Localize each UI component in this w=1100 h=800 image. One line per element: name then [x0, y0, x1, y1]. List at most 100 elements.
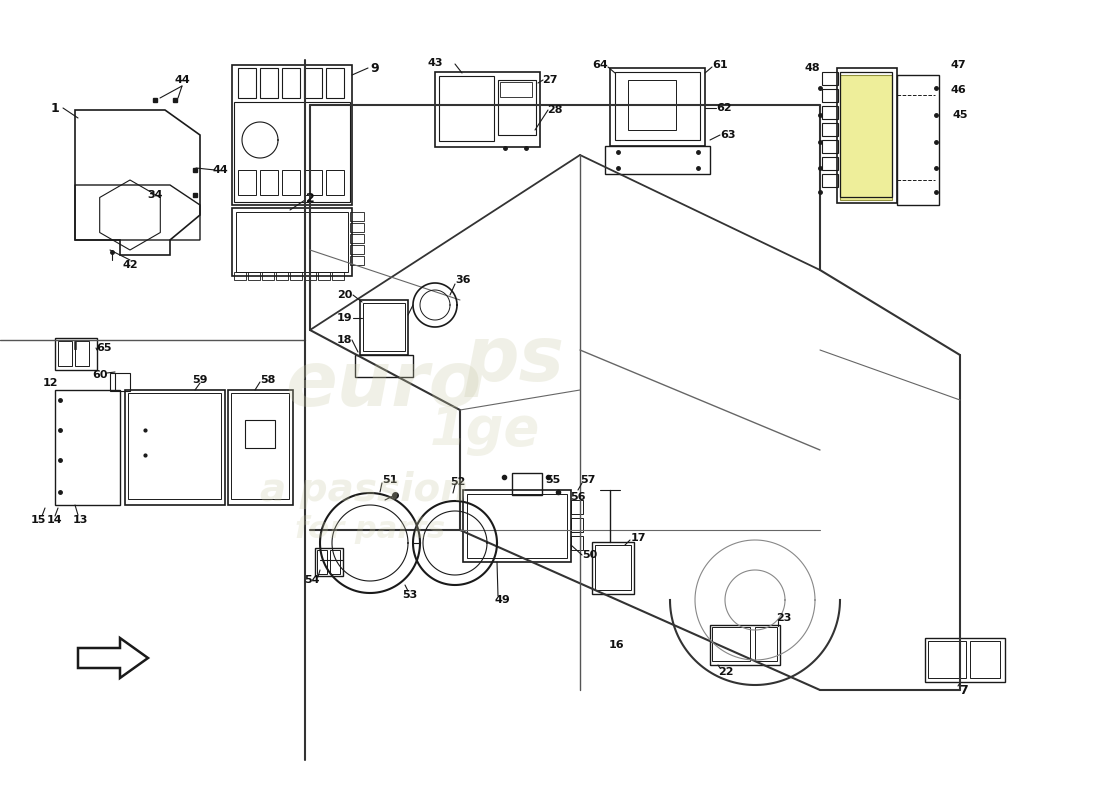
Bar: [595, 545, 631, 590]
Bar: [710, 625, 780, 665]
Bar: [232, 208, 352, 276]
Text: 59: 59: [192, 375, 208, 385]
Text: 53: 53: [403, 590, 418, 600]
Bar: [236, 212, 348, 272]
Polygon shape: [78, 638, 148, 678]
Bar: [315, 548, 343, 576]
Bar: [248, 272, 260, 280]
Bar: [822, 106, 838, 119]
Text: 57: 57: [581, 475, 596, 485]
Text: 7: 7: [959, 683, 968, 697]
Bar: [55, 338, 97, 370]
Text: a passion: a passion: [260, 471, 468, 509]
Bar: [290, 272, 303, 280]
Bar: [282, 68, 300, 98]
Text: 65: 65: [97, 343, 112, 353]
Bar: [245, 420, 275, 448]
Bar: [970, 641, 1000, 678]
Text: 64: 64: [592, 60, 608, 70]
Text: 52: 52: [450, 477, 465, 487]
Bar: [610, 68, 705, 146]
Bar: [318, 272, 330, 280]
Bar: [822, 89, 838, 102]
Bar: [304, 170, 322, 195]
Bar: [125, 390, 226, 505]
Bar: [350, 256, 364, 265]
Text: 22: 22: [718, 667, 734, 677]
Bar: [822, 123, 838, 136]
Bar: [228, 390, 293, 505]
Bar: [238, 68, 256, 98]
Text: 50: 50: [582, 550, 597, 560]
Bar: [822, 174, 838, 187]
Bar: [317, 550, 327, 574]
Bar: [350, 223, 364, 232]
Bar: [326, 68, 344, 98]
Text: 60: 60: [92, 370, 108, 380]
Bar: [55, 390, 120, 505]
Bar: [260, 68, 278, 98]
Bar: [571, 518, 583, 532]
Text: 9: 9: [371, 62, 380, 74]
Bar: [925, 638, 1005, 682]
Bar: [571, 500, 583, 514]
Bar: [615, 72, 700, 140]
Bar: [363, 303, 405, 351]
Text: 44: 44: [174, 75, 190, 85]
Text: 51: 51: [383, 475, 398, 485]
Bar: [360, 300, 408, 355]
Bar: [58, 341, 72, 366]
Bar: [350, 212, 364, 221]
Bar: [232, 65, 352, 205]
Text: 45: 45: [953, 110, 968, 120]
Bar: [822, 140, 838, 153]
Text: 43: 43: [427, 58, 442, 68]
Bar: [468, 494, 566, 558]
Text: 47: 47: [950, 60, 966, 70]
Bar: [282, 170, 300, 195]
Bar: [712, 627, 750, 661]
Text: 58: 58: [261, 375, 276, 385]
Bar: [605, 146, 710, 174]
Text: 13: 13: [73, 515, 88, 525]
Bar: [840, 72, 892, 197]
Bar: [350, 245, 364, 254]
Bar: [128, 393, 221, 499]
Bar: [498, 80, 536, 135]
Text: 54: 54: [305, 575, 320, 585]
Text: 15: 15: [31, 515, 46, 525]
Text: 23: 23: [777, 613, 792, 623]
Text: 44: 44: [212, 165, 228, 175]
Bar: [434, 72, 540, 147]
Text: 36: 36: [455, 275, 471, 285]
Text: 28: 28: [548, 105, 563, 115]
Text: for parts: for parts: [295, 515, 446, 545]
Bar: [837, 68, 896, 203]
Bar: [822, 157, 838, 170]
Text: 42: 42: [122, 260, 138, 270]
Bar: [822, 72, 838, 85]
Bar: [234, 102, 350, 202]
Text: 14: 14: [47, 515, 63, 525]
Text: 27: 27: [542, 75, 558, 85]
Text: euro: euro: [285, 348, 482, 422]
Bar: [592, 542, 634, 594]
Bar: [326, 170, 344, 195]
Bar: [74, 341, 76, 349]
Text: 20: 20: [338, 290, 353, 300]
Text: 19: 19: [338, 313, 353, 323]
Text: 16: 16: [609, 640, 625, 650]
Bar: [276, 272, 288, 280]
Bar: [231, 393, 289, 499]
Text: 62: 62: [716, 103, 732, 113]
Bar: [234, 272, 246, 280]
Text: 63: 63: [720, 130, 736, 140]
Text: 55: 55: [546, 475, 561, 485]
Text: 56: 56: [570, 492, 585, 502]
Bar: [896, 75, 939, 205]
Bar: [75, 341, 89, 366]
Bar: [439, 76, 494, 141]
Bar: [463, 490, 571, 562]
Bar: [628, 80, 676, 130]
Bar: [304, 272, 316, 280]
